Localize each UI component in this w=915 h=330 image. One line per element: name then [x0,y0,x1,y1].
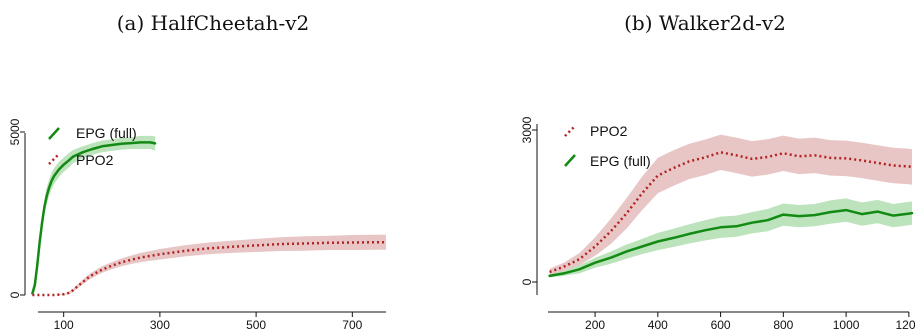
x-tick-label: 800 [773,318,793,330]
legend-label: PPO2 [590,123,628,139]
y-tick-label: 3000 [520,116,534,143]
series-band-epg-full [549,198,912,278]
legend-swatch-epg-full [564,154,576,167]
legend-swatch-ppo2 [564,125,576,137]
legend: PPO2 EPG (full) [564,123,651,169]
chart-title: (b) Walker2d-v2 [624,11,786,35]
series-line-epg-full [548,208,914,278]
x-tick-label: 600 [711,318,731,330]
y-tick-label: 5000 [8,118,22,145]
chart-title: (a) HalfCheetah-v2 [117,11,310,35]
plot-area [31,135,387,297]
x-tick-label: 500 [246,318,266,330]
chart-halfcheetah: (a) HalfCheetah-v2 EPG (full) PPO2 100 30… [8,11,387,330]
x-tick-label: 400 [648,318,668,330]
series-line-ppo2 [549,151,913,274]
legend-swatch-epg-full [48,127,60,140]
series-band-ppo2 [32,234,387,295]
legend-label: PPO2 [76,152,114,168]
plot-area [548,134,914,278]
x-tick-label: 700 [342,318,362,330]
legend-label: EPG (full) [590,153,651,169]
y-tick-label: 0 [8,291,22,298]
legend-label: EPG (full) [76,125,137,141]
series-band-ppo2 [549,134,912,275]
chart-walker2d: (b) Walker2d-v2 PPO2 EPG (full) 200 400 60… [520,11,915,330]
series-line-epg-full [31,141,157,295]
x-tick-label: 300 [150,318,170,330]
x-tick-label: 1000 [833,318,860,330]
x-tick-label: 200 [585,318,605,330]
x-tick-label: 100 [54,318,74,330]
y-tick-label: 0 [520,278,534,285]
legend: EPG (full) PPO2 [48,125,137,168]
legend-swatch-ppo2 [48,153,60,165]
